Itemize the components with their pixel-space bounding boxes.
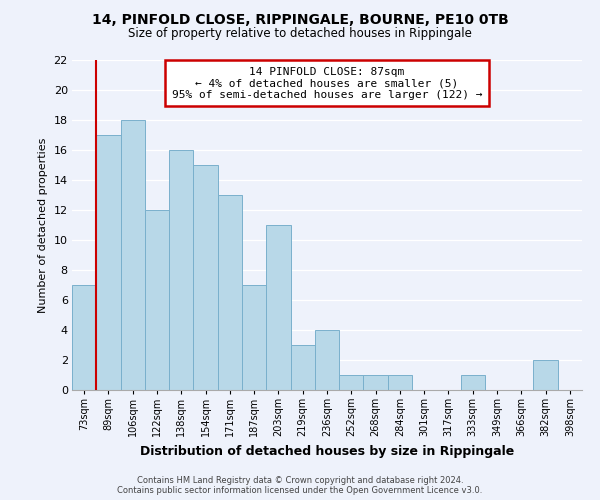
- Bar: [193, 165, 218, 390]
- Bar: [388, 375, 412, 390]
- Bar: [96, 135, 121, 390]
- X-axis label: Distribution of detached houses by size in Rippingale: Distribution of detached houses by size …: [140, 445, 514, 458]
- Bar: [145, 210, 169, 390]
- Bar: [315, 330, 339, 390]
- Bar: [266, 225, 290, 390]
- Bar: [364, 375, 388, 390]
- Bar: [461, 375, 485, 390]
- Bar: [121, 120, 145, 390]
- Bar: [242, 285, 266, 390]
- Bar: [72, 285, 96, 390]
- Text: Size of property relative to detached houses in Rippingale: Size of property relative to detached ho…: [128, 28, 472, 40]
- Bar: [339, 375, 364, 390]
- Bar: [218, 195, 242, 390]
- Y-axis label: Number of detached properties: Number of detached properties: [38, 138, 48, 312]
- Text: 14 PINFOLD CLOSE: 87sqm
← 4% of detached houses are smaller (5)
95% of semi-deta: 14 PINFOLD CLOSE: 87sqm ← 4% of detached…: [172, 66, 482, 100]
- Text: Contains HM Land Registry data © Crown copyright and database right 2024.
Contai: Contains HM Land Registry data © Crown c…: [118, 476, 482, 495]
- Bar: [169, 150, 193, 390]
- Bar: [533, 360, 558, 390]
- Text: 14, PINFOLD CLOSE, RIPPINGALE, BOURNE, PE10 0TB: 14, PINFOLD CLOSE, RIPPINGALE, BOURNE, P…: [92, 12, 508, 26]
- Bar: [290, 345, 315, 390]
